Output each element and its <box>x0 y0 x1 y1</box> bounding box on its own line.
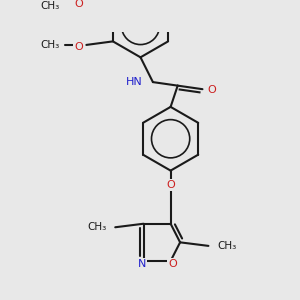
Text: O: O <box>168 259 177 269</box>
Text: O: O <box>166 180 175 190</box>
Text: O: O <box>207 85 216 95</box>
Text: HN: HN <box>125 77 142 87</box>
Text: CH₃: CH₃ <box>217 241 236 251</box>
Text: O: O <box>74 42 83 52</box>
Text: CH₃: CH₃ <box>87 222 106 232</box>
Text: O: O <box>74 0 83 9</box>
Text: N: N <box>138 259 146 269</box>
Text: CH₃: CH₃ <box>40 1 60 11</box>
Text: CH₃: CH₃ <box>40 40 60 50</box>
